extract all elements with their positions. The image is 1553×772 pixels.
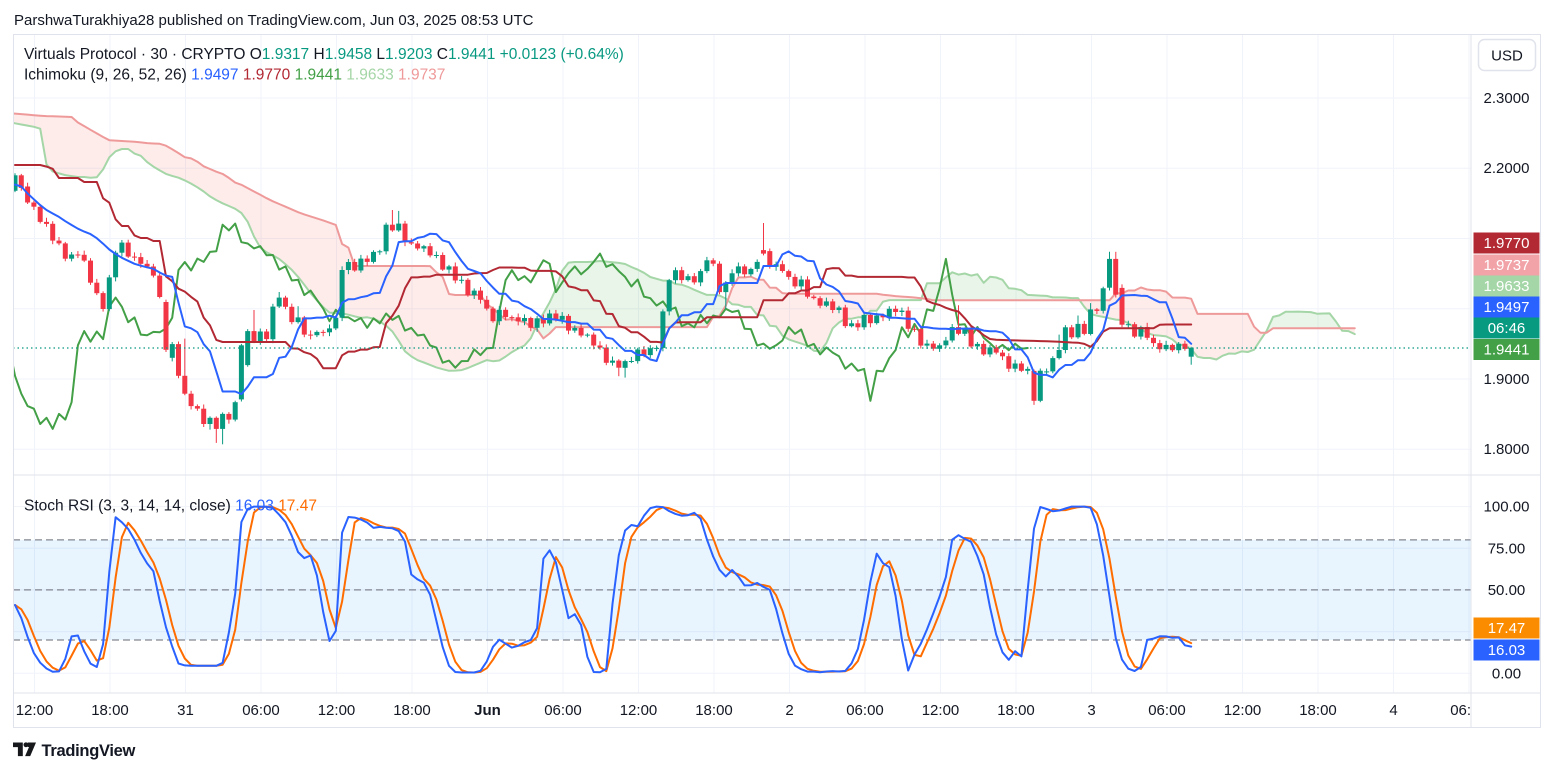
svg-text:18:00: 18:00 [1299,702,1337,719]
svg-text:2: 2 [785,702,793,719]
svg-text:06:00: 06:00 [1450,702,1488,719]
svg-text:Ichimoku (9, 26, 52, 26) 1.949: Ichimoku (9, 26, 52, 26) 1.9497 1.9770 1… [24,67,445,84]
svg-text:06:00: 06:00 [242,702,280,719]
svg-text:1.9000: 1.9000 [1484,371,1530,388]
svg-text:75.00: 75.00 [1488,540,1526,557]
svg-text:USD: USD [1491,48,1523,65]
svg-text:06:00: 06:00 [544,702,582,719]
svg-text:18:00: 18:00 [91,702,129,719]
svg-text:31: 31 [177,702,194,719]
svg-text:4: 4 [1389,702,1397,719]
svg-text:2.3000: 2.3000 [1484,90,1530,107]
svg-text:1.9633: 1.9633 [1484,278,1530,295]
svg-text:18:00: 18:00 [393,702,431,719]
svg-text:17.47: 17.47 [1488,620,1526,637]
svg-text:18:00: 18:00 [695,702,733,719]
svg-text:2.2000: 2.2000 [1484,160,1530,177]
svg-text:12:00: 12:00 [922,702,960,719]
svg-text:1.8000: 1.8000 [1484,441,1530,458]
svg-text:1.9441: 1.9441 [1484,342,1530,359]
svg-text:18:00: 18:00 [997,702,1035,719]
svg-text:1.9770: 1.9770 [1484,235,1530,252]
svg-text:0.00: 0.00 [1492,665,1521,682]
svg-text:TradingView: TradingView [42,742,136,760]
svg-text:Stoch RSI (3, 3, 14, 14, close: Stoch RSI (3, 3, 14, 14, close) 16.03 17… [24,498,317,515]
svg-text:1.9737: 1.9737 [1484,257,1530,274]
svg-text:12:00: 12:00 [16,702,54,719]
svg-text:50.00: 50.00 [1488,582,1526,599]
svg-text:12:00: 12:00 [318,702,356,719]
svg-text:100.00: 100.00 [1484,499,1530,516]
svg-text:3: 3 [1087,702,1095,719]
svg-text:Virtuals Protocol · 30 · CRYPT: Virtuals Protocol · 30 · CRYPTO O1.9317 … [24,46,624,63]
svg-text:Jun: Jun [474,702,501,719]
svg-text:16.03: 16.03 [1488,642,1526,659]
svg-text:12:00: 12:00 [1224,702,1262,719]
svg-text:06:00: 06:00 [1148,702,1186,719]
svg-text:06:46: 06:46 [1488,320,1526,337]
svg-text:06:00: 06:00 [846,702,884,719]
svg-text:1.9497: 1.9497 [1484,299,1530,316]
svg-text:12:00: 12:00 [620,702,658,719]
svg-text:ParshwaTurakhiya28 published o: ParshwaTurakhiya28 published on TradingV… [14,12,534,29]
